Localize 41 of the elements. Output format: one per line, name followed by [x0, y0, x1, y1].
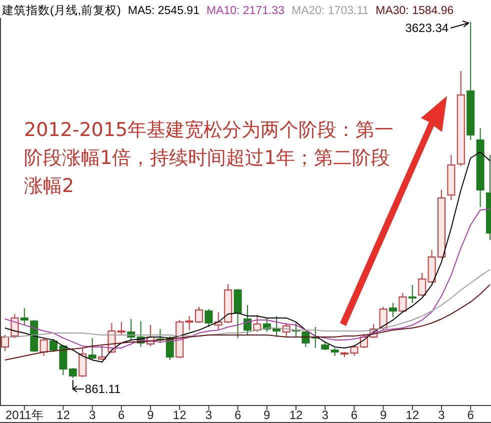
x-tick-label: 6	[118, 408, 126, 422]
candlestick	[379, 306, 388, 331]
text: 861.11	[84, 382, 122, 396]
x-tick-label: 12	[56, 408, 70, 422]
x-tick-label: 2011年	[5, 408, 44, 422]
candlestick	[78, 347, 87, 378]
chart-title: 建筑指数(月线,前复权)	[1, 4, 122, 17]
annotation: 2012-2015年基建宽松分为两个阶段：第一阶段涨幅1倍，持续时间超过1年；第二阶段涨幅2	[24, 118, 395, 199]
candlestick	[117, 321, 126, 336]
candlestick	[1, 334, 9, 352]
x-tick-label: 3	[205, 408, 212, 422]
candlestick	[244, 304, 252, 336]
candlestick	[302, 330, 310, 348]
annotation: 3623.34	[405, 21, 449, 35]
x-tick-label: 3	[322, 408, 329, 422]
candlestick	[88, 338, 96, 360]
candlestick	[398, 292, 407, 313]
x-tick-label: 9	[147, 408, 154, 422]
candlestick	[68, 367, 77, 378]
candlestick	[40, 338, 48, 356]
candlestick	[389, 302, 397, 318]
candlestick	[418, 272, 426, 297]
candlestick	[20, 308, 28, 326]
candlestick	[234, 288, 242, 339]
candlestick	[204, 308, 213, 328]
x-tick-label: 6	[467, 408, 474, 422]
text: MA30: 1584.96	[376, 5, 454, 17]
x-tick-label: 9	[380, 408, 387, 422]
text: MA5: 2545.91	[128, 5, 200, 17]
text: MA10: 2171.33	[206, 5, 284, 17]
x-tick-label: 6	[234, 408, 242, 422]
x-tick-label: 12	[289, 408, 303, 422]
text: MA20: 1703.11	[291, 5, 369, 17]
x-tick-label: 6	[350, 408, 358, 422]
x-tick-label: 12	[406, 408, 420, 422]
x-tick-label: 12	[172, 408, 187, 422]
x-tick-label: 9	[264, 408, 271, 422]
x-tick-label: 3	[438, 408, 446, 422]
candlestick	[408, 284, 416, 304]
candlestick	[253, 314, 262, 333]
x-tick-label: 3	[88, 408, 96, 422]
